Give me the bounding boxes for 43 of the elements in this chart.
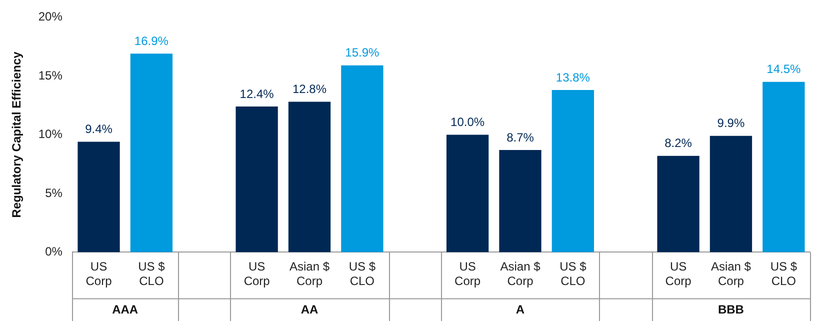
bar (78, 142, 120, 252)
x-tick-label: Asian $ Corp (289, 260, 330, 288)
data-label: 12.8% (292, 82, 327, 96)
data-label: 9.4% (85, 122, 113, 136)
bar (341, 65, 384, 252)
text: BBB (718, 302, 744, 317)
bar (446, 134, 489, 252)
y-tick-label: 15% (38, 68, 63, 82)
data-label: 12.4% (240, 86, 274, 101)
data-label: 8.2% (664, 136, 692, 150)
x-tick-label: US $ CLO (348, 260, 376, 288)
data-label: 14.5% (766, 62, 801, 76)
bar (130, 54, 173, 252)
x-tick-label: US $ CLO (770, 260, 798, 288)
data-label: 16.9% (134, 34, 169, 48)
data-label: 9.9% (717, 116, 745, 130)
x-tick-label: US Corp (454, 260, 481, 288)
x-tick-label: Asian $ Corp (500, 260, 541, 288)
bar (762, 82, 805, 252)
bar (288, 102, 331, 252)
bar (657, 156, 700, 252)
x-tick-label: US Corp (244, 260, 270, 288)
x-tick-label: US Corp (86, 260, 112, 288)
y-axis-title: Regulatory Capital Efficiency (10, 51, 24, 218)
bar (499, 150, 542, 252)
x-tick-label: US $ CLO (138, 260, 166, 288)
y-tick-label: 10% (38, 127, 63, 142)
data-label: 8.7% (506, 130, 534, 144)
bar (710, 136, 752, 252)
y-tick-label: 5% (45, 186, 63, 200)
data-label: 13.8% (556, 70, 590, 84)
bar (552, 90, 594, 252)
x-tick-label: US Corp (665, 260, 692, 288)
text: A (516, 302, 525, 317)
y-tick-label: 0% (45, 244, 63, 259)
data-label: 10.0% (450, 115, 485, 130)
text: AA (300, 302, 318, 317)
data-label: 15.9% (345, 46, 380, 60)
text: AAA (112, 302, 138, 317)
x-tick-label: Asian $ Corp (710, 260, 752, 288)
x-tick-label: US $ CLO (560, 260, 587, 288)
bar (236, 106, 278, 252)
y-tick-label: 20% (38, 10, 63, 24)
